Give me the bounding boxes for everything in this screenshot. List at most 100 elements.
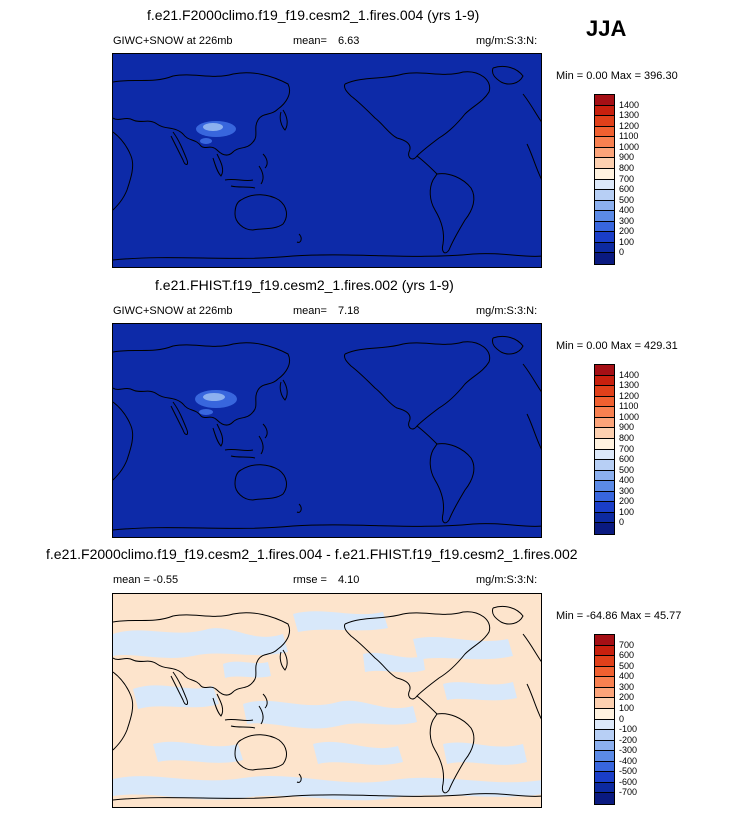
coastline <box>522 633 541 720</box>
colorbar-tick-label: 200 <box>619 226 635 237</box>
panel-3-minmax: Min = -64.86 Max = 45.77 <box>556 610 682 622</box>
colorbar-swatch <box>595 396 614 408</box>
coastline <box>344 341 491 430</box>
panel-1-units: mg/m:S:3:N: <box>476 35 538 47</box>
colorbar-swatch <box>595 502 614 513</box>
panel-2-map-svg <box>113 335 541 531</box>
colorbar-swatch <box>595 512 614 524</box>
panel-1-mean-label: mean= <box>293 35 327 47</box>
colorbar-tick-label: -400 <box>619 755 638 766</box>
coastline <box>429 173 475 254</box>
colorbar-swatch <box>595 211 614 222</box>
coastline <box>113 793 541 801</box>
colorbar-swatch <box>595 677 614 688</box>
colorbar-swatch <box>595 470 614 482</box>
colorbar-tick-label: 200 <box>619 692 635 703</box>
colorbar-swatch <box>595 772 614 783</box>
coastline <box>113 342 291 426</box>
panel-2-variable-label: GIWC+SNOW at 226mb <box>113 305 233 317</box>
colorbar-swatch <box>595 460 614 471</box>
colorbar-swatch <box>595 200 614 212</box>
coastline <box>492 335 524 355</box>
colorbar-tick-label: 1100 <box>619 401 639 412</box>
coastline <box>429 713 475 794</box>
coastline <box>416 695 438 715</box>
colorbar-swatch <box>595 407 614 418</box>
coastline <box>212 153 224 177</box>
colorbar-swatch <box>595 242 614 254</box>
coastline <box>113 523 541 531</box>
colorbar-tick-label: 1100 <box>619 131 639 142</box>
colorbar-tick-label: 800 <box>619 162 635 173</box>
colorbar-tick-label: 1200 <box>619 120 640 131</box>
coastline <box>416 155 438 175</box>
coastline <box>522 93 541 180</box>
coastline <box>258 423 268 455</box>
colorbar-swatch <box>595 730 614 741</box>
panel-1-colorbar <box>594 94 615 265</box>
coastline <box>212 423 224 447</box>
colorbar-tick-label: 700 <box>619 443 635 454</box>
colorbar-tick-label: 1300 <box>619 380 640 391</box>
coastline <box>224 448 256 459</box>
colorbar-swatch <box>595 221 614 233</box>
colorbar-swatch <box>595 386 614 397</box>
panel-2-mean-label: mean= <box>293 305 327 317</box>
panel-2-units: mg/m:S:3:N: <box>476 305 538 317</box>
coastline <box>296 503 302 513</box>
colorbar-swatch <box>595 365 614 376</box>
panel-3-mean-label: mean = -0.55 <box>113 574 179 586</box>
season-label: JJA <box>586 16 627 41</box>
colorbar-swatch <box>595 428 614 439</box>
coastline <box>170 131 188 165</box>
panel-3-units: mg/m:S:3:N: <box>476 574 538 586</box>
panel-2-coastlines <box>113 335 541 531</box>
coastline <box>212 693 224 717</box>
colorbar-tick-label: 1200 <box>619 390 640 401</box>
colorbar-tick-label: 300 <box>619 215 635 226</box>
colorbar-tick-label: 100 <box>619 236 635 247</box>
colorbar-swatch <box>595 147 614 159</box>
colorbar-swatch <box>595 232 614 243</box>
colorbar-tick-label: 700 <box>619 173 635 184</box>
colorbar-tick-label: 1400 <box>619 99 640 110</box>
colorbar-swatch <box>595 656 614 667</box>
panel-1-minmax: Min = 0.00 Max = 396.30 <box>556 70 678 82</box>
colorbar-swatch <box>595 449 614 461</box>
coastline <box>170 671 188 705</box>
colorbar-tick-label: 600 <box>619 454 635 465</box>
colorbar-tick-label: -300 <box>619 745 638 756</box>
colorbar-swatch <box>595 782 614 794</box>
coastline <box>234 464 287 501</box>
colorbar-tick-label: 500 <box>619 194 635 205</box>
panel-2-hotspot-south <box>199 409 213 415</box>
panel-2-title: f.e21.FHIST.f19_f19.cesm2_1.fires.002 (y… <box>155 277 454 293</box>
colorbar-tick-label: -700 <box>619 787 638 798</box>
panel-1-map-svg <box>113 65 541 261</box>
colorbar-tick-label: 300 <box>619 485 635 496</box>
colorbar-tick-label: 100 <box>619 702 635 713</box>
colorbar-tick-label: -500 <box>619 766 638 777</box>
colorbar-tick-label: 900 <box>619 422 635 433</box>
coastline <box>234 734 287 771</box>
coastline <box>113 72 291 156</box>
colorbar-tick-label: 300 <box>619 681 635 692</box>
colorbar-tick-label: 600 <box>619 184 635 195</box>
colorbar-tick-label: 600 <box>619 650 635 661</box>
coastline <box>344 611 491 700</box>
colorbar-tick-label: 400 <box>619 671 635 682</box>
coastline <box>113 401 134 481</box>
coastline <box>113 253 541 261</box>
coastline <box>224 178 256 189</box>
colorbar-tick-label: 0 <box>619 247 625 258</box>
panel-2-mean-value: 7.18 <box>338 305 360 317</box>
coastline <box>279 379 288 401</box>
colorbar-swatch <box>595 253 614 264</box>
coastline <box>296 773 302 783</box>
colorbar-swatch <box>595 491 614 503</box>
colorbar-swatch <box>595 375 614 387</box>
colorbar-swatch <box>595 438 614 450</box>
colorbar-swatch <box>595 116 614 127</box>
coastline <box>279 109 288 131</box>
coastline <box>492 65 524 85</box>
